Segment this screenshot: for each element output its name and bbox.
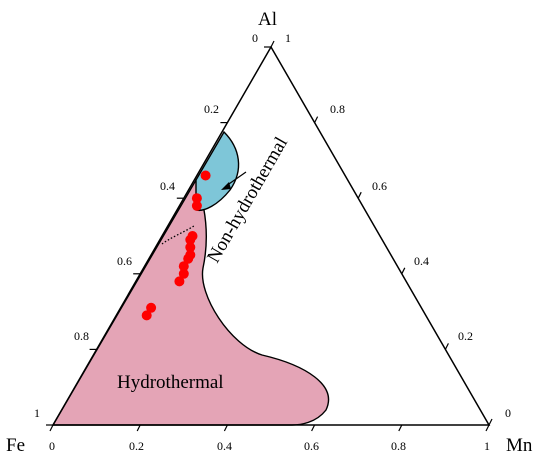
tick-bottom-0 [49, 424, 54, 432]
data-point-3 [191, 200, 202, 211]
data-point-6 [185, 242, 196, 253]
bottom-axis-ticks: 0 0.2 0.4 0.6 0.8 1 [49, 439, 490, 453]
tick-right-4 [444, 343, 449, 350]
data-point-10 [178, 268, 189, 279]
left-axis-ticks: 0 0.2 0.4 0.6 0.8 1 [34, 31, 258, 420]
apex-label-al: Al [258, 9, 277, 30]
tick-bottom-2 [223, 424, 228, 432]
data-point-8 [183, 253, 194, 264]
tick-label-right-0.4: 0.4 [414, 254, 429, 268]
tick-label-bottom-1: 1 [484, 439, 490, 453]
apex-label-fe: Fe [6, 435, 25, 456]
tick-label-left-0.6: 0.6 [117, 254, 132, 268]
tick-right-3 [401, 267, 406, 275]
tick-label-left-0.8: 0.8 [74, 329, 89, 343]
tick-bottom-1 [136, 424, 141, 432]
tick-label-right-0.2: 0.2 [458, 329, 473, 343]
data-point-13 [141, 310, 152, 321]
data-point-11 [174, 276, 185, 287]
tick-label-right-0.8: 0.8 [330, 102, 345, 116]
hydrothermal-region [51, 178, 329, 426]
ternary-triangle [51, 45, 491, 426]
data-point-12 [146, 302, 157, 313]
tick-label-left-0: 0 [252, 31, 258, 45]
tick-label-left-1: 1 [34, 406, 40, 420]
tick-right-2 [357, 191, 362, 199]
dotted-boundary [161, 225, 195, 245]
tick-label-bottom-0.2: 0.2 [129, 439, 144, 453]
tick-label-bottom-0.8: 0.8 [391, 439, 406, 453]
tick-label-right-1: 1 [285, 31, 291, 45]
tick-label-right-0: 0 [505, 406, 511, 420]
data-point-1 [200, 170, 211, 181]
tick-label-left-0.2: 0.2 [204, 102, 219, 116]
tick-right-0 [270, 40, 275, 48]
tick-label-right-0.6: 0.6 [372, 179, 387, 193]
data-point-9 [178, 261, 189, 272]
non-hydrothermal-region [195, 130, 240, 212]
tick-marks [46, 40, 493, 432]
data-point-2 [191, 193, 202, 204]
tick-label-bottom-0.6: 0.6 [304, 439, 319, 453]
region-label-hydrothermal: Hydrothermal [117, 372, 224, 393]
tick-label-bottom-0.4: 0.4 [217, 439, 232, 453]
right-axis-ticks: 1 0.8 0.6 0.4 0.2 0 [285, 31, 511, 420]
tick-bottom-3 [311, 424, 316, 432]
tick-label-left-0.4: 0.4 [160, 179, 175, 193]
tick-label-bottom-0: 0 [49, 439, 55, 453]
tick-bottom-4 [398, 424, 403, 432]
tick-bottom-5 [485, 424, 490, 432]
tick-right-1 [314, 116, 319, 123]
arrow-head [221, 182, 231, 190]
apex-label-mn: Mn [506, 435, 533, 456]
data-point-5 [185, 234, 196, 245]
data-points [141, 170, 211, 321]
tick-right-5 [488, 418, 493, 426]
